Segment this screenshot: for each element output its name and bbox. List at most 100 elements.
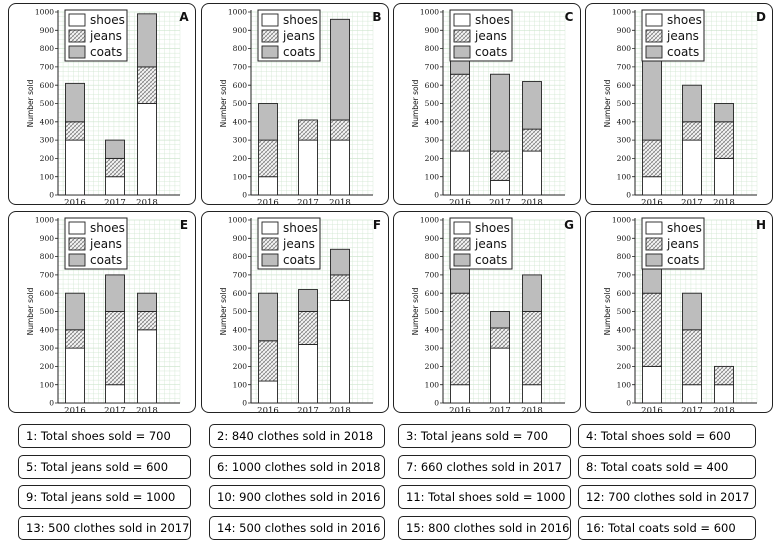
statement-card-16[interactable]: 16: Total coats sold = 600	[578, 516, 756, 540]
y-tick-label: 0	[242, 399, 247, 408]
y-tick-label: 100	[617, 172, 632, 181]
legend-label-shoes: shoes	[667, 221, 702, 235]
panel-letter: B	[372, 10, 381, 24]
bar-jeans-2018	[330, 274, 350, 301]
statement-card-3[interactable]: 3: Total jeans sold = 700	[398, 424, 571, 448]
bar-jeans-2016	[642, 292, 662, 367]
bar-jeans-2018	[137, 66, 157, 104]
bar-shoes-2018	[137, 103, 157, 196]
chart-panel-h: 0 100 200 300 400 500 600 700 800 900 1000 Number s…	[585, 211, 773, 413]
y-tick-label: 300	[425, 136, 440, 145]
legend-swatch-shoes	[453, 13, 471, 27]
statement-card-1[interactable]: 1: Total shoes sold = 700	[18, 424, 191, 448]
statement-text: 9: Total jeans sold = 1000	[26, 490, 176, 504]
y-tick-label: 200	[425, 154, 440, 163]
y-tick-label: 400	[425, 325, 440, 334]
statement-card-2[interactable]: 2: 840 clothes sold in 2018	[209, 424, 385, 448]
bar-jeans-2016	[642, 139, 662, 178]
y-tick-label: 600	[425, 289, 440, 298]
y-tick-label: 500	[425, 99, 440, 108]
statement-card-9[interactable]: 9: Total jeans sold = 1000	[18, 485, 191, 509]
statement-text: 7: 660 clothes sold in 2017	[406, 460, 563, 474]
statement-card-8[interactable]: 8: Total coats sold = 400	[578, 455, 756, 479]
statement-card-4[interactable]: 4: Total shoes sold = 600	[578, 424, 756, 448]
bar-shoes-2018	[714, 384, 734, 404]
statement-text: 16: Total coats sold = 600	[586, 521, 736, 535]
legend-swatch-jeans	[68, 29, 86, 43]
statement-card-15[interactable]: 15: 800 clothes sold in 2016	[398, 516, 571, 540]
panel-letter: D	[756, 10, 766, 24]
chart-svg-e: 0 100 200 300 400 500 600 700 800 900 1000 Number s…	[26, 216, 188, 412]
chart-panel-c: 0 100 200 300 400 500 600 700 800 900 1000 Number s…	[393, 3, 581, 205]
x-tick-label: 2018	[521, 198, 543, 205]
statement-card-13[interactable]: 13: 500 clothes sold in 2017	[18, 516, 191, 540]
y-tick-label: 0	[242, 191, 247, 200]
statement-text: 11: Total shoes sold = 1000	[406, 490, 566, 504]
bar-jeans-2017	[105, 157, 125, 178]
y-tick-label: 700	[233, 63, 248, 72]
statement-card-10[interactable]: 10: 900 clothes sold in 2016	[209, 485, 385, 509]
y-tick-label: 900	[233, 26, 248, 35]
y-tick-label: 500	[233, 307, 248, 316]
statement-text: 15: 800 clothes sold in 2016	[406, 521, 570, 535]
x-tick-label: 2017	[489, 406, 511, 413]
y-tick-label: 300	[40, 136, 55, 145]
bar-coats-2017	[105, 139, 125, 159]
y-tick-label: 1000	[228, 216, 247, 225]
statement-card-6[interactable]: 6: 1000 clothes sold in 2018	[209, 455, 385, 479]
legend-swatch-jeans	[453, 237, 471, 251]
y-tick-label: 700	[617, 63, 632, 72]
y-tick-label: 100	[233, 380, 248, 389]
y-tick-label: 200	[40, 362, 55, 371]
y-tick-label: 0	[49, 191, 54, 200]
bar-coats-2017	[105, 274, 125, 312]
bar-jeans-2016	[450, 73, 470, 152]
y-tick-label: 900	[233, 234, 248, 243]
chart-svg-c: 0 100 200 300 400 500 600 700 800 900 1000 Number s…	[411, 8, 574, 205]
legend-label-shoes: shoes	[283, 221, 318, 235]
legend-swatch-shoes	[261, 13, 279, 27]
chart-svg-g: 0 100 200 300 400 500 600 700 800 900 1000 Number s…	[411, 216, 574, 413]
chart-panel-e: 0 100 200 300 400 500 600 700 800 900 1000 Number s…	[8, 211, 196, 413]
statement-card-14[interactable]: 14: 500 clothes sold in 2016	[209, 516, 385, 540]
bar-shoes-2018	[522, 384, 542, 404]
y-tick-label: 400	[617, 325, 632, 334]
bar-coats-2017	[298, 289, 318, 312]
legend: shoes jeans coats	[641, 9, 705, 62]
y-tick-label: 900	[425, 26, 440, 35]
bar-jeans-2017	[682, 329, 702, 386]
y-tick-label: 1000	[35, 8, 54, 17]
statement-card-7[interactable]: 7: 660 clothes sold in 2017	[398, 455, 571, 479]
legend-swatch-coats	[453, 45, 471, 59]
legend-swatch-jeans	[645, 237, 663, 251]
x-tick-label: 2018	[136, 198, 158, 205]
y-tick-label: 200	[617, 154, 632, 163]
statement-card-12[interactable]: 12: 700 clothes sold in 2017	[578, 485, 756, 509]
y-tick-label: 900	[617, 26, 632, 35]
chart-svg-b: 0 100 200 300 400 500 600 700 800 900 1000 Number s…	[219, 8, 382, 204]
x-tick-label: 2016	[64, 198, 86, 205]
y-tick-label: 0	[49, 399, 54, 408]
bar-shoes-2018	[330, 139, 350, 196]
bar-jeans-2018	[714, 121, 734, 159]
y-tick-label: 300	[233, 344, 248, 353]
statement-card-11[interactable]: 11: Total shoes sold = 1000	[398, 485, 571, 509]
legend-label-coats: coats	[475, 253, 507, 267]
y-tick-label: 500	[425, 307, 440, 316]
legend-label-coats: coats	[475, 45, 507, 59]
y-tick-label: 500	[40, 99, 55, 108]
y-axis-label: Number sold	[219, 287, 228, 335]
bar-jeans-2017	[105, 311, 125, 386]
statement-card-5[interactable]: 5: Total jeans sold = 600	[18, 455, 191, 479]
y-tick-label: 600	[233, 289, 248, 298]
bar-shoes-2016	[258, 380, 278, 404]
legend-swatch-jeans	[68, 237, 86, 251]
bar-jeans-2017	[298, 311, 318, 345]
statement-text: 3: Total jeans sold = 700	[406, 429, 549, 443]
y-axis-label: Number sold	[603, 287, 612, 335]
y-tick-label: 200	[233, 362, 248, 371]
y-tick-label: 1000	[420, 216, 439, 225]
y-tick-label: 600	[617, 81, 632, 90]
bar-jeans-2017	[490, 327, 510, 349]
bar-coats-2018	[330, 248, 350, 276]
